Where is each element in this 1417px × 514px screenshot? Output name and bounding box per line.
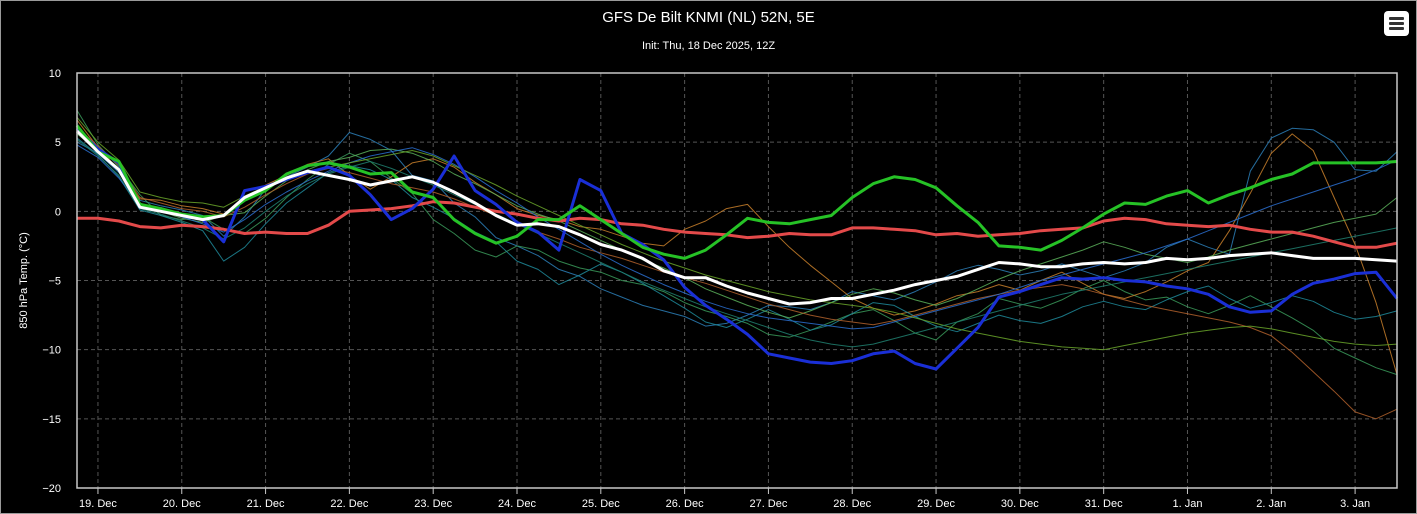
x-tick-label: 26. Dec — [666, 498, 704, 510]
series-line-main-2 — [75, 124, 1398, 260]
x-tick-label: 3. Jan — [1340, 498, 1370, 510]
hamburger-menu-icon[interactable] — [1384, 11, 1409, 36]
x-tick-label: 25. Dec — [582, 498, 620, 510]
y-axis-title: 850 hPa Temp. (°C) — [18, 232, 30, 329]
series-line-member-6 — [76, 119, 1398, 375]
x-tick-label: 22. Dec — [330, 498, 368, 510]
y-tick-label: 10 — [49, 68, 61, 80]
x-tick-label: 28. Dec — [833, 498, 871, 510]
chart-title: GFS De Bilt KNMI (NL) 52N, 5E — [602, 9, 815, 26]
series-line-member-5 — [76, 110, 1398, 376]
series-line-member-7 — [76, 137, 1398, 333]
series-line-mean-3 — [75, 130, 1398, 306]
x-tick-label: 29. Dec — [917, 498, 955, 510]
x-tick-label: 30. Dec — [1001, 498, 1039, 510]
x-tick-label: 23. Dec — [414, 498, 452, 510]
chart-subtitle: Init: Thu, 18 Dec 2025, 12Z — [641, 40, 776, 52]
series-line-member-4 — [76, 127, 1398, 327]
y-tick-label: −20 — [42, 483, 61, 495]
y-tick-label: 5 — [55, 137, 61, 149]
y-tick-label: 0 — [55, 206, 61, 218]
y-tick-label: −5 — [48, 276, 61, 288]
series-line-member-10 — [76, 144, 1398, 330]
series-line-control-0 — [77, 200, 1398, 249]
series-line-member-1 — [75, 127, 1399, 371]
x-tick-label: 20. Dec — [163, 498, 201, 510]
y-tick-label: −10 — [42, 345, 61, 357]
x-tick-label: 1. Jan — [1172, 498, 1202, 510]
y-tick-label: −15 — [42, 414, 61, 426]
x-tick-label: 21. Dec — [247, 498, 285, 510]
x-tick-label: 19. Dec — [79, 498, 117, 510]
plot-border — [76, 72, 1398, 489]
x-tick-label: 27. Dec — [749, 498, 787, 510]
x-tick-label: 24. Dec — [498, 498, 536, 510]
series-line-member-9 — [76, 126, 1398, 420]
x-tick-label: 31. Dec — [1085, 498, 1123, 510]
x-tick-label: 2. Jan — [1256, 498, 1286, 510]
series-line-member-12 — [76, 139, 1398, 348]
